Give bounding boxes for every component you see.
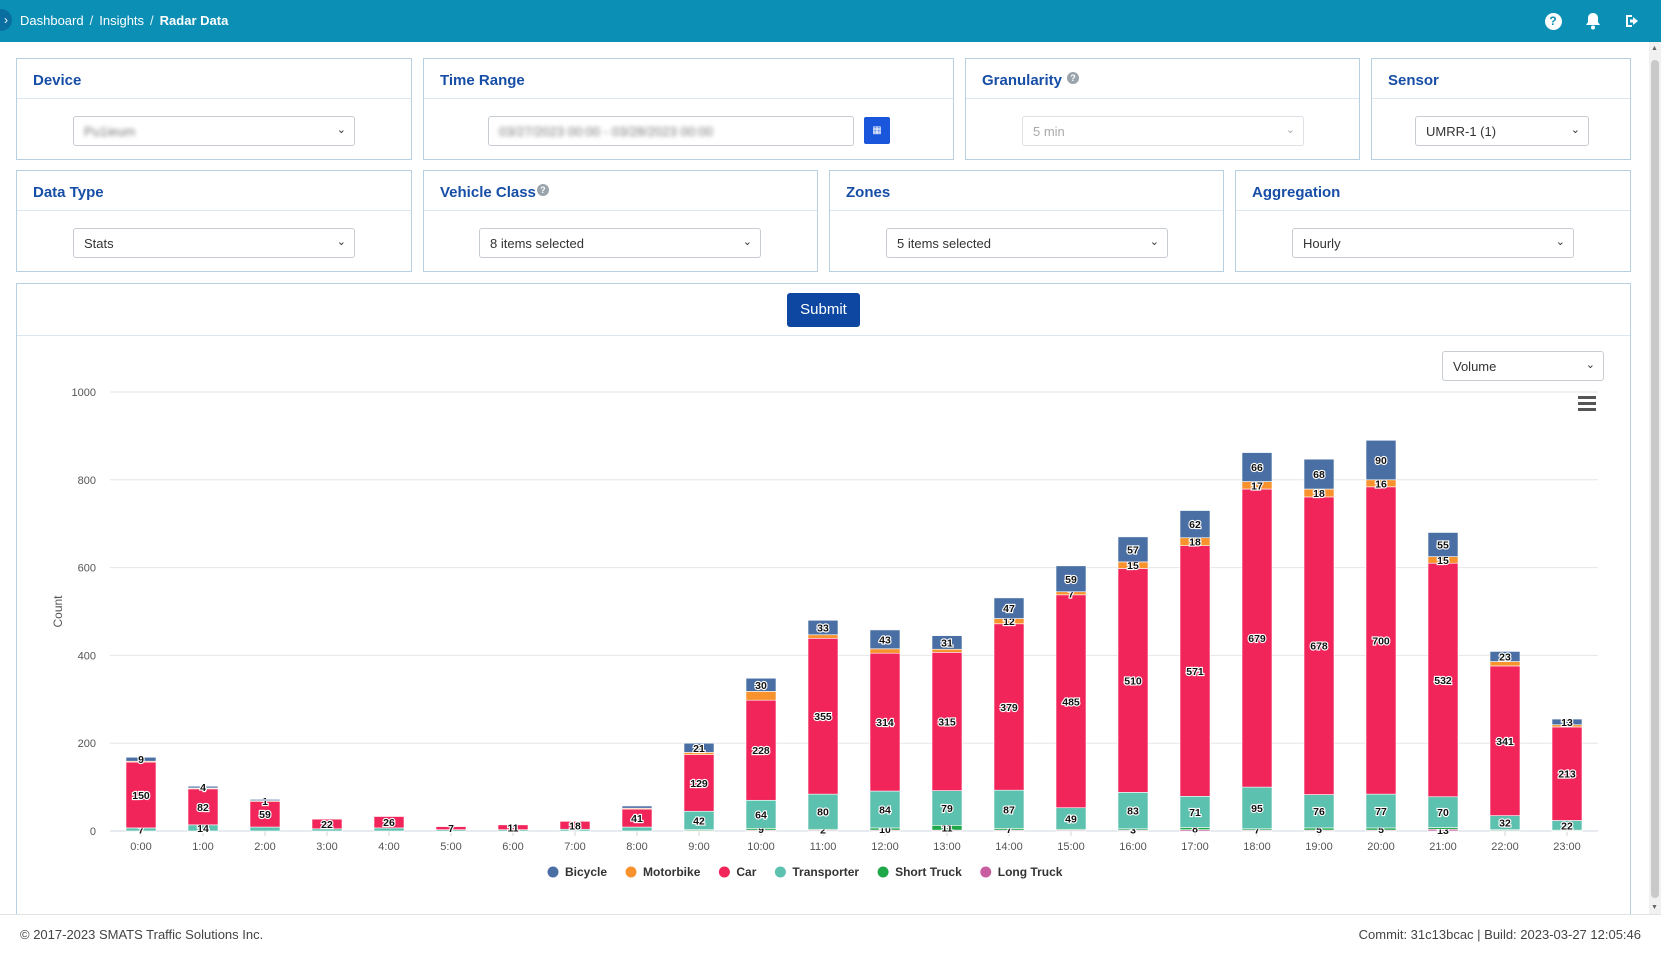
device-label: Device: [17, 59, 411, 99]
chevron-down-icon: ⌄: [1570, 124, 1580, 136]
sensor-label: Sensor: [1372, 59, 1630, 99]
scroll-thumb[interactable]: [1651, 60, 1659, 898]
granularity-value: 5 min: [1033, 124, 1065, 139]
help-icon[interactable]: ?: [1067, 72, 1080, 84]
help-icon[interactable]: ?: [1543, 11, 1563, 31]
chevron-down-icon: ⌄: [336, 236, 346, 248]
help-icon[interactable]: ?: [536, 184, 549, 196]
vehicle-class-panel: Vehicle Class? 8 items selected ⌄: [423, 170, 818, 272]
breadcrumb-dashboard-link[interactable]: Dashboard: [20, 13, 84, 28]
zones-label: Zones: [830, 171, 1223, 211]
data-type-panel: Data Type Stats ⌄: [16, 170, 412, 272]
sensor-panel: Sensor UMRR-1 (1) ⌄: [1371, 58, 1631, 160]
page-scrollbar[interactable]: ▲ ▼: [1649, 42, 1661, 914]
aggregation-label: Aggregation: [1236, 171, 1630, 211]
chevron-down-icon: ⌄: [1285, 124, 1295, 136]
logout-icon[interactable]: [1623, 11, 1643, 31]
data-type-value: Stats: [84, 236, 114, 251]
device-value: Pu1ieum: [84, 124, 136, 139]
vehicle-class-select[interactable]: 8 items selected ⌄: [479, 228, 761, 258]
granularity-panel: Granularity? 5 min ⌄: [965, 58, 1360, 160]
scroll-up-icon[interactable]: ▲: [1651, 45, 1658, 52]
zones-value: 5 items selected: [897, 236, 991, 251]
device-panel: Device Pu1ieum ⌄: [16, 58, 412, 160]
zones-select[interactable]: 5 items selected ⌄: [886, 228, 1168, 258]
calendar-icon[interactable]: ▦: [864, 117, 890, 144]
data-type-select[interactable]: Stats ⌄: [73, 228, 355, 258]
footer: © 2017-2023 SMATS Traffic Solutions Inc.…: [0, 914, 1661, 954]
sensor-value: UMRR-1 (1): [1426, 124, 1497, 139]
bell-icon[interactable]: [1583, 11, 1603, 31]
device-select[interactable]: Pu1ieum ⌄: [73, 116, 355, 146]
breadcrumb-insights-link[interactable]: Insights: [99, 13, 145, 28]
vehicle-class-header: Vehicle Class?: [424, 171, 817, 211]
metric-select[interactable]: Volume ⌄: [1442, 351, 1604, 381]
granularity-label: Granularity: [982, 72, 1063, 89]
scroll-down-icon[interactable]: ▼: [1651, 904, 1658, 911]
chevron-down-icon: ⌄: [336, 124, 346, 136]
chevron-down-icon: ⌄: [1585, 359, 1595, 371]
aggregation-panel: Aggregation Hourly ⌄: [1235, 170, 1631, 272]
chart-menu-icon[interactable]: [1578, 396, 1596, 414]
breadcrumb: Dashboard / Insights / Radar Data: [20, 13, 228, 28]
time-range-value: 03/27/2023 00:00 - 03/28/2023 00:00: [499, 124, 713, 139]
sidebar-toggle-button[interactable]: ›: [0, 9, 12, 31]
granularity-header: Granularity?: [966, 59, 1359, 99]
time-range-label: Time Range: [424, 59, 953, 99]
chevron-down-icon: ⌄: [742, 236, 752, 248]
submit-button[interactable]: Submit: [787, 293, 860, 327]
breadcrumb-current: Radar Data: [159, 13, 229, 28]
vehicle-class-label: Vehicle Class: [440, 184, 536, 201]
metric-select-value: Volume: [1453, 359, 1497, 374]
breadcrumb-separator: /: [89, 13, 94, 28]
time-range-input[interactable]: 03/27/2023 00:00 - 03/28/2023 00:00: [488, 116, 854, 146]
breadcrumb-separator: /: [150, 13, 154, 28]
chart-panel: [16, 283, 1631, 914]
aggregation-select[interactable]: Hourly ⌄: [1292, 228, 1574, 258]
granularity-select[interactable]: 5 min ⌄: [1022, 116, 1304, 146]
chevron-down-icon: ⌄: [1149, 236, 1159, 248]
divider: [17, 335, 1630, 336]
vehicle-class-value: 8 items selected: [490, 236, 584, 251]
build-info: Commit: 31c13bcac | Build: 2023-03-27 12…: [1358, 927, 1641, 942]
sensor-select[interactable]: UMRR-1 (1) ⌄: [1415, 116, 1589, 146]
chevron-down-icon: ⌄: [1555, 236, 1565, 248]
zones-panel: Zones 5 items selected ⌄: [829, 170, 1224, 272]
data-type-label: Data Type: [17, 171, 411, 211]
copyright-text: © 2017-2023 SMATS Traffic Solutions Inc.: [20, 927, 264, 942]
aggregation-value: Hourly: [1303, 236, 1341, 251]
top-bar: › Dashboard / Insights / Radar Data ?: [0, 0, 1661, 42]
time-range-panel: Time Range 03/27/2023 00:00 - 03/28/2023…: [423, 58, 954, 160]
